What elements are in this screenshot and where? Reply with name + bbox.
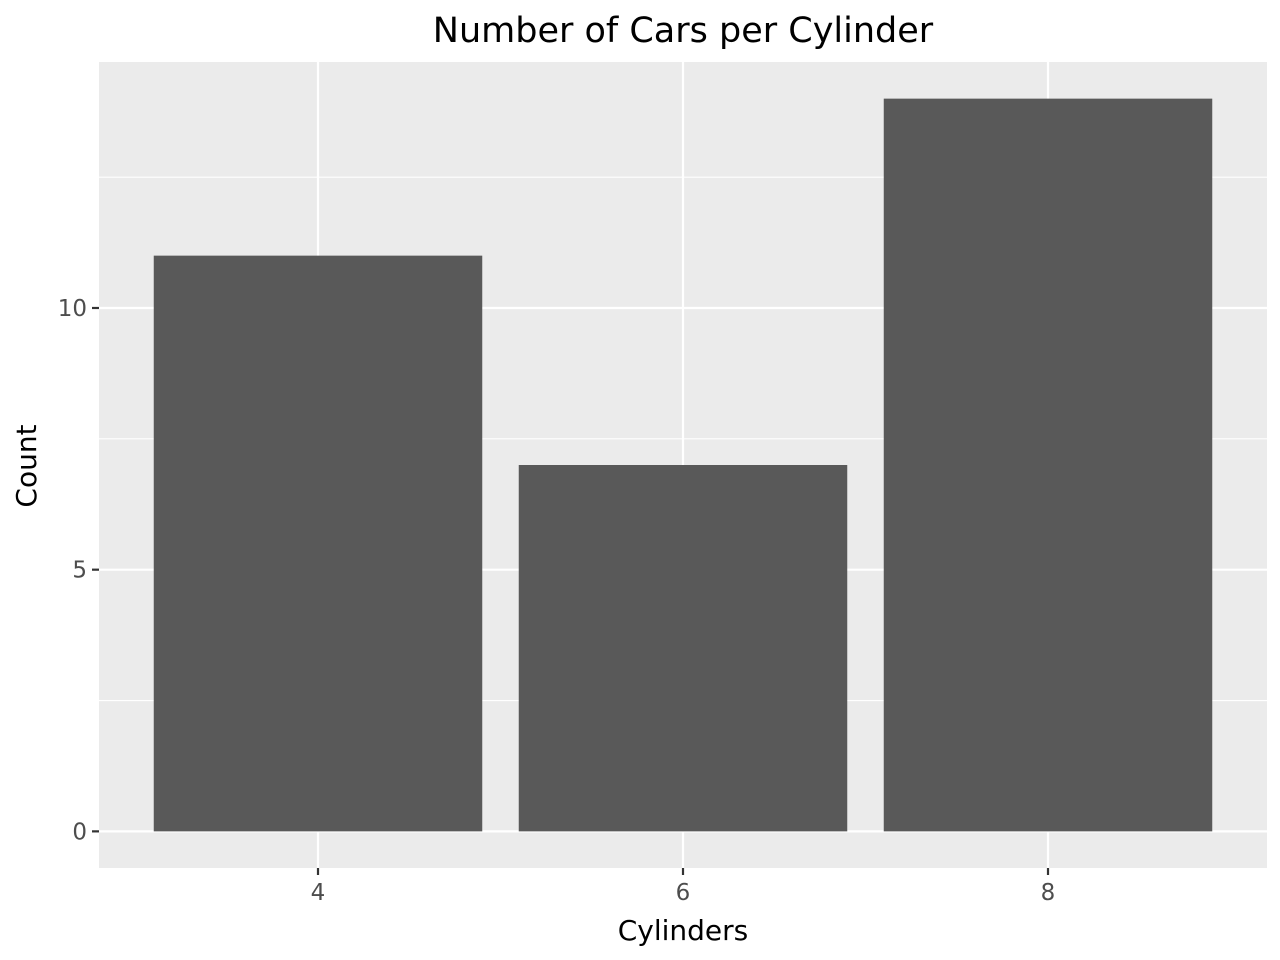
bar-8 [883,98,1213,832]
y-tick-label: 5 [72,558,87,584]
bars [153,98,1213,832]
y-tick-label: 10 [58,296,87,322]
x-tick-label: 8 [1041,880,1056,906]
y-axis-title: Count [10,424,43,507]
x-tick-label: 6 [676,880,691,906]
y-tick-label: 0 [72,819,87,845]
chart-title: Number of Cars per Cylinder [433,11,934,51]
bar-6 [518,465,848,832]
axes: 0 5 10 4 6 8 [58,296,1056,906]
bar-4 [153,255,483,832]
x-tick-label: 4 [311,880,326,906]
x-axis-title: Cylinders [618,914,749,947]
